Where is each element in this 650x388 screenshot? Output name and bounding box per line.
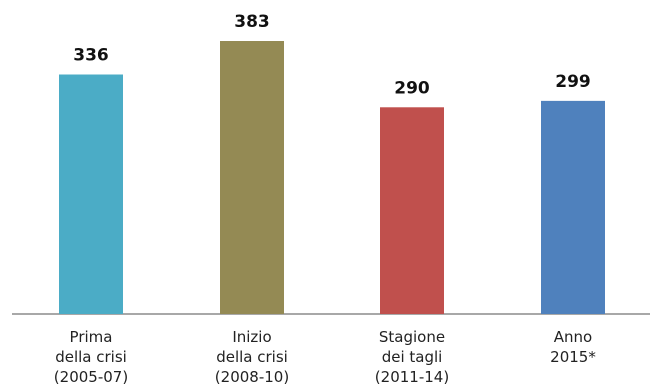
category-label-2-line-2: della crisi (216, 348, 288, 366)
category-label-3-line-1: Stagione (379, 328, 445, 346)
category-labels-group: Prima della crisi (2005-07) Inizio della cri… (54, 328, 597, 386)
bar-4 (541, 100, 605, 315)
category-label-2-line-1: Inizio (232, 328, 271, 346)
category-label-3-line-3: (2011-14) (375, 368, 449, 386)
category-label-1-line-2: della crisi (55, 348, 127, 366)
bars-group (59, 41, 605, 315)
category-label-1-line-1: Prima (70, 328, 113, 346)
data-label-4: 299 (555, 72, 591, 92)
category-label-4-line-1: Anno (554, 328, 592, 346)
bar-1 (59, 74, 123, 314)
category-label-3-line-2: dei tagli (382, 348, 443, 366)
bar-3 (380, 107, 444, 314)
data-labels-group: 336 383 290 299 (73, 12, 591, 98)
bar-2 (220, 41, 284, 314)
data-label-2: 383 (234, 12, 270, 32)
data-label-3: 290 (394, 78, 430, 98)
data-label-1: 336 (73, 46, 109, 66)
category-label-2-line-3: (2008-10) (215, 368, 289, 386)
category-label-4-line-2: 2015* (550, 348, 596, 366)
category-label-1-line-3: (2005-07) (54, 368, 128, 386)
